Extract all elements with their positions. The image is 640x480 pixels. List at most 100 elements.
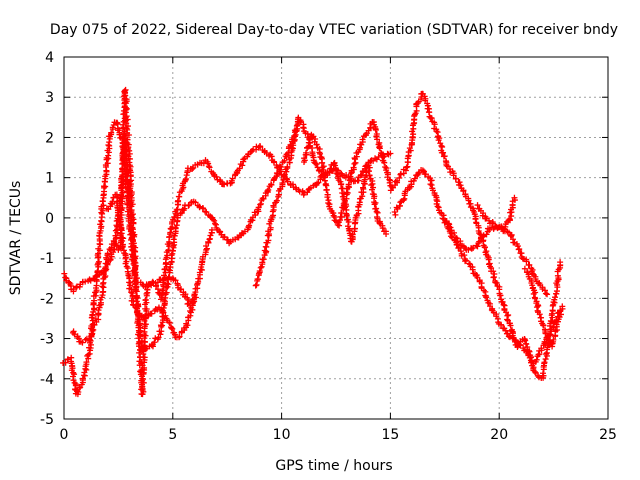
data-point: [265, 231, 272, 238]
x-axis-label: GPS time / hours: [275, 458, 392, 474]
data-point: [64, 356, 71, 363]
data-point: [547, 317, 554, 324]
data-point: [493, 279, 500, 286]
axis-ticks: 0 5 10 15 20 25 -5 -4 -3 -2 -1 0 1 2 3 4: [40, 50, 617, 443]
data-point: [543, 351, 550, 358]
data-point: [278, 164, 285, 171]
data-point: [303, 149, 310, 156]
data-point: [406, 145, 413, 152]
data-point: [388, 184, 395, 191]
data-point: [557, 311, 564, 318]
data-point: [379, 225, 386, 232]
data-point: [135, 335, 142, 342]
data-point: [257, 264, 264, 271]
data-point: [208, 226, 215, 233]
data-point: [123, 113, 130, 120]
data-point: [369, 186, 376, 193]
data-point: [324, 194, 331, 201]
data-point: [497, 321, 504, 328]
data-point: [206, 164, 213, 171]
data-point: [100, 202, 107, 209]
data-point: [376, 145, 383, 152]
data-point: [544, 334, 551, 341]
data-point: [83, 366, 90, 373]
series-track-10: [474, 194, 518, 235]
data-point: [86, 276, 93, 283]
data-point: [110, 237, 117, 244]
data-point: [393, 204, 400, 211]
data-point: [550, 336, 557, 343]
data-point: [115, 246, 122, 253]
data-point: [381, 159, 388, 166]
data-point: [210, 216, 217, 223]
data-point: [123, 105, 130, 112]
data-point: [125, 155, 132, 162]
data-point: [469, 266, 476, 273]
data-point: [490, 274, 497, 281]
x-tick-label: 10: [273, 427, 291, 443]
data-point: [198, 266, 205, 273]
data-point: [86, 335, 93, 342]
data-point: [86, 336, 93, 343]
data-point: [171, 213, 178, 220]
data-point: [281, 157, 288, 164]
data-point: [142, 321, 149, 328]
y-tick-label: 2: [45, 130, 54, 146]
data-point: [427, 181, 434, 188]
data-point: [527, 357, 534, 364]
data-point: [168, 325, 175, 332]
data-point: [140, 388, 147, 395]
data-point: [128, 289, 135, 296]
data-point: [140, 379, 147, 386]
data-point: [366, 164, 373, 171]
data-point: [246, 222, 253, 229]
data-point: [257, 143, 264, 150]
data-point: [490, 220, 497, 227]
data-point: [557, 259, 564, 266]
data-point: [366, 172, 373, 179]
data-point: [189, 165, 196, 172]
data-point: [321, 177, 328, 184]
data-point: [155, 334, 162, 341]
data-point: [539, 370, 546, 377]
data-point: [176, 193, 183, 200]
data-point: [320, 163, 327, 170]
data-point: [82, 278, 89, 285]
data-point: [119, 244, 126, 251]
y-tick-label: 4: [45, 50, 54, 66]
data-point: [213, 173, 220, 180]
data-point: [196, 204, 203, 211]
data-point: [391, 209, 398, 216]
data-point: [139, 375, 146, 382]
data-point: [516, 341, 523, 348]
data-point: [261, 247, 268, 254]
data-point: [359, 136, 366, 143]
data-point: [279, 180, 286, 187]
y-tick-label: 0: [45, 211, 54, 227]
y-axis-label: SDTVAR / TECUs: [8, 181, 24, 296]
data-point: [257, 201, 264, 208]
data-point: [312, 160, 319, 167]
data-point: [61, 270, 68, 277]
data-point: [470, 244, 477, 251]
data-point: [178, 286, 185, 293]
data-point: [526, 261, 533, 268]
data-point: [516, 246, 523, 253]
data-point: [136, 343, 143, 350]
data-point: [541, 287, 548, 294]
data-point: [211, 220, 218, 227]
data-point: [169, 325, 176, 332]
data-point: [62, 359, 69, 366]
data-point: [468, 245, 475, 252]
data-point: [73, 284, 80, 291]
data-point: [221, 181, 228, 188]
data-point: [522, 337, 529, 344]
data-point: [127, 282, 134, 289]
data-point: [101, 271, 108, 278]
data-point: [260, 195, 267, 202]
data-point: [450, 172, 457, 179]
data-point: [462, 257, 469, 264]
data-point: [151, 339, 158, 346]
data-point: [265, 186, 272, 193]
data-point: [90, 275, 97, 282]
